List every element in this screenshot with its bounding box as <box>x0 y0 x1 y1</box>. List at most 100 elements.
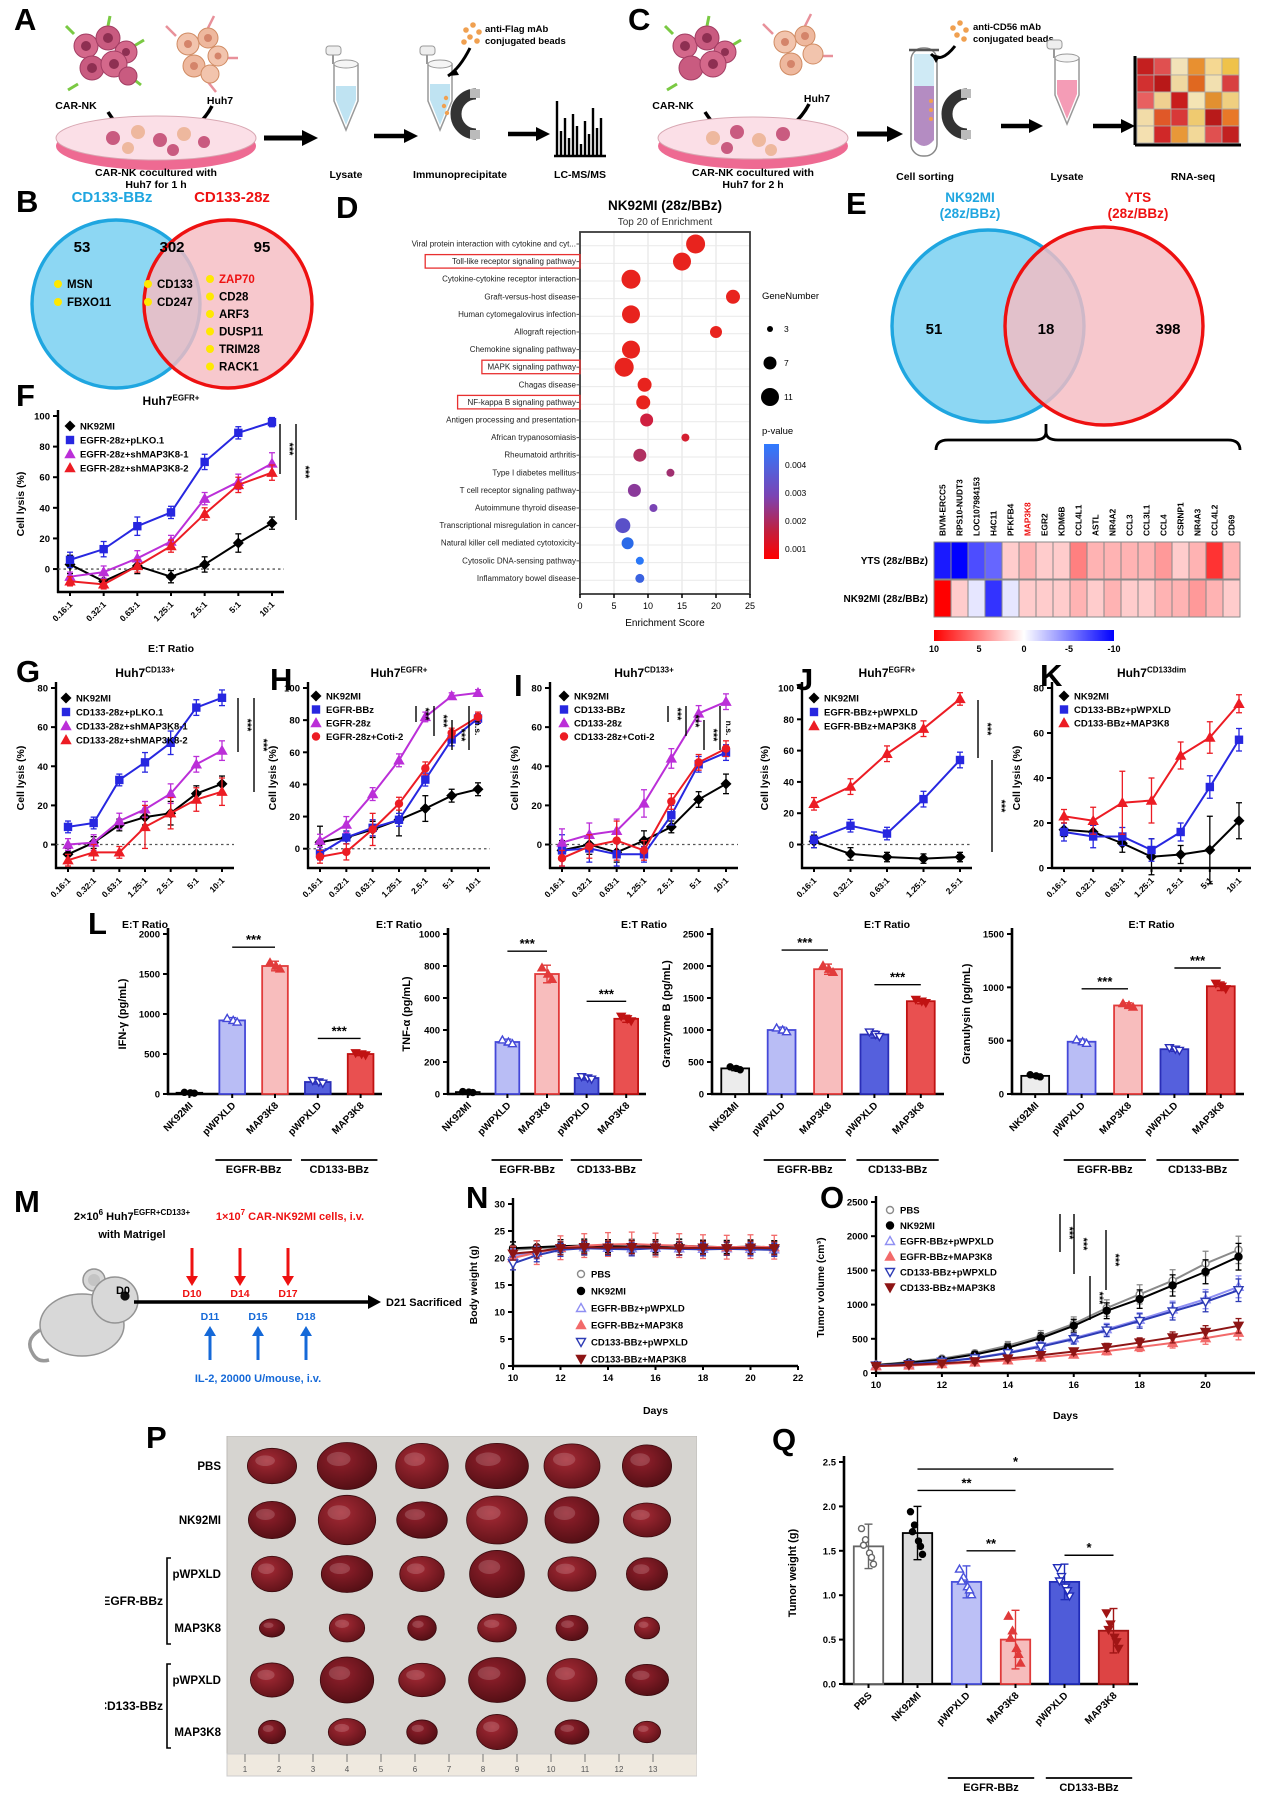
svg-text:2500: 2500 <box>683 930 704 941</box>
svg-text:0.32:1: 0.32:1 <box>831 875 855 899</box>
svg-text:16: 16 <box>1068 1380 1079 1391</box>
svg-text:20: 20 <box>1200 1380 1211 1391</box>
svg-text:pWPXLD: pWPXLD <box>201 1100 239 1138</box>
arrow-3 <box>1093 119 1135 133</box>
svg-text:20: 20 <box>745 1373 756 1384</box>
svg-text:T cell receptor signaling path: T cell receptor signaling pathway <box>460 486 576 495</box>
svg-text:ZAP70: ZAP70 <box>219 274 255 286</box>
svg-text:MSN: MSN <box>67 279 93 291</box>
svg-text:NK92MI: NK92MI <box>440 1100 474 1134</box>
lcmsms-label: LC-MS/MS <box>554 169 606 181</box>
il2-dose-arrows <box>208 1336 308 1360</box>
svg-text:0.63:1: 0.63:1 <box>1103 875 1127 899</box>
svg-text:80: 80 <box>37 684 48 695</box>
svg-text:LOC107984153: LOC107984153 <box>972 477 982 536</box>
petri-dish-icon <box>657 116 849 169</box>
beads-caption-line1: anti-Flag mAb <box>485 24 549 35</box>
svg-text:20: 20 <box>39 534 50 545</box>
svg-text:0.63:1: 0.63:1 <box>100 875 124 899</box>
svg-text:Enrichment Score: Enrichment Score <box>625 618 705 629</box>
svg-text:1500: 1500 <box>683 994 704 1005</box>
svg-text:8: 8 <box>481 1765 486 1774</box>
svg-text:*: * <box>1086 1540 1092 1555</box>
svg-text:E:T Ratio: E:T Ratio <box>1128 919 1174 931</box>
svg-text:MAP3K8: MAP3K8 <box>1190 1100 1227 1137</box>
svg-text:***: *** <box>419 708 431 722</box>
svg-text:EGFR-BBz: EGFR-BBz <box>777 1164 833 1176</box>
svg-text:n.s.: n.s. <box>724 721 734 736</box>
panel-letter-a: A <box>14 2 37 37</box>
svg-text:12: 12 <box>615 1765 624 1774</box>
svg-text:1500: 1500 <box>139 970 160 981</box>
svg-text:1500: 1500 <box>983 930 1004 941</box>
panel-f-lysis-chart: 0 20 40 60 80 100 0.16:1 0.32:1 0.63:1 1.25:1 2.5:… <box>12 390 322 663</box>
svg-text:CD133-BBz: CD133-BBz <box>1168 1164 1228 1176</box>
svg-text:CD247: CD247 <box>157 297 193 309</box>
svg-text:0.63:1: 0.63:1 <box>353 875 377 899</box>
svg-text:Rheumatoid arthritis: Rheumatoid arthritis <box>504 451 576 460</box>
svg-text:1000: 1000 <box>419 930 440 941</box>
svg-text:NK92MI: NK92MI <box>945 190 995 205</box>
svg-text:E:T Ratio: E:T Ratio <box>864 919 910 931</box>
panel-letter-g: G <box>16 654 41 689</box>
svg-text:(28z/BBz): (28z/BBz) <box>940 206 1001 221</box>
svg-text:0: 0 <box>295 844 300 855</box>
panel-letter-o: O <box>820 1180 845 1215</box>
svg-text:EGFR-28z+pLKO.1: EGFR-28z+pLKO.1 <box>80 436 165 447</box>
svg-text:0: 0 <box>577 601 582 611</box>
sorting-tube-icon <box>909 47 939 157</box>
svg-text:Human cytomegalovirus infectio: Human cytomegalovirus infection <box>458 310 576 319</box>
beads-caption-line1: anti-CD56 mAb <box>973 22 1041 33</box>
svg-text:-10: -10 <box>1107 644 1120 654</box>
huh7-cell-cluster-icon <box>762 13 833 76</box>
cell-sorting-label: Cell sorting <box>896 171 954 183</box>
svg-text:MAP3K8: MAP3K8 <box>1098 1100 1135 1137</box>
svg-text:80: 80 <box>783 715 794 726</box>
svg-text:Top 20 of Enrichment: Top 20 of Enrichment <box>618 217 713 228</box>
svg-text:5: 5 <box>500 1335 506 1346</box>
svg-text:Cytosolic DNA-sensing pathway: Cytosolic DNA-sensing pathway <box>462 556 576 565</box>
d11-label: D11 <box>201 1311 220 1323</box>
svg-text:NK92MI: NK92MI <box>824 694 859 705</box>
svg-text:Cell lysis (%): Cell lysis (%) <box>509 746 521 811</box>
svg-text:Chagas disease: Chagas disease <box>519 380 577 389</box>
svg-text:Graft-versus-host disease: Graft-versus-host disease <box>484 292 576 301</box>
svg-text:10: 10 <box>494 1308 505 1319</box>
svg-text:Huh7CD133dim: Huh7CD133dim <box>1117 666 1186 681</box>
svg-text:0: 0 <box>43 840 48 851</box>
svg-text:400: 400 <box>424 1026 440 1037</box>
arrow-2 <box>374 129 418 143</box>
svg-text:NK92MI: NK92MI <box>162 1100 196 1134</box>
svg-text:***: *** <box>890 970 906 985</box>
svg-text:0: 0 <box>500 1362 505 1373</box>
svg-text:EGFR-BBz+pWPXLD: EGFR-BBz+pWPXLD <box>591 1304 685 1315</box>
svg-text:***: *** <box>455 729 467 743</box>
carnk-cell-cluster-icon <box>64 15 145 92</box>
svg-text:pWPXLD: pWPXLD <box>935 1690 973 1728</box>
svg-text:0: 0 <box>537 840 542 851</box>
svg-text:Tumor weight (g): Tumor weight (g) <box>787 1528 799 1617</box>
carnk-label: CAR-NK <box>55 100 97 112</box>
svg-text:2: 2 <box>277 1765 282 1774</box>
svg-text:11: 11 <box>784 392 793 402</box>
svg-text:CD133-BBz: CD133-BBz <box>574 705 625 716</box>
svg-text:6: 6 <box>413 1765 418 1774</box>
svg-text:PBS: PBS <box>591 1270 611 1281</box>
svg-text:14: 14 <box>1003 1380 1014 1391</box>
rnaseq-heatmap-icon <box>1133 56 1241 147</box>
svg-text:CD133-BBz: CD133-BBz <box>105 1699 163 1713</box>
svg-text:12: 12 <box>555 1373 566 1384</box>
svg-text:0.32:1: 0.32:1 <box>84 599 108 623</box>
svg-text:200: 200 <box>424 1058 440 1069</box>
d0-label: D0 <box>116 1285 130 1297</box>
svg-text:NK92MI: NK92MI <box>76 694 111 705</box>
svg-text:CD133-28z+shMAP3K8-1: CD133-28z+shMAP3K8-1 <box>76 722 188 733</box>
svg-text:NK92MI: NK92MI <box>708 1100 742 1134</box>
svg-text:0.003: 0.003 <box>785 488 807 498</box>
svg-text:Days: Days <box>1053 1410 1078 1422</box>
svg-text:CD133-BBz: CD133-BBz <box>577 1164 637 1176</box>
panel-h-lysis-chart: 0 20 40 60 80 100 0.16:1 0.32:1 0.63:1 1.25:1 2.5:… <box>264 662 504 939</box>
svg-text:0: 0 <box>863 1369 868 1380</box>
svg-text:0.16:1: 0.16:1 <box>542 875 566 899</box>
svg-text:EGFR-BBz+MAP3K8: EGFR-BBz+MAP3K8 <box>591 1321 683 1332</box>
